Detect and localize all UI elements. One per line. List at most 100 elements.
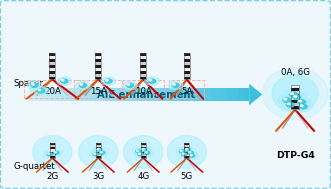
FancyArrow shape [73,88,79,101]
Ellipse shape [149,79,156,83]
Bar [50,156,55,158]
Ellipse shape [145,152,147,153]
FancyArrow shape [178,88,184,101]
Ellipse shape [31,83,38,87]
Bar [49,68,55,71]
Text: 20A: 20A [44,87,61,96]
Bar [184,143,189,158]
Bar [50,145,55,147]
Bar [122,80,164,98]
Bar [140,59,146,62]
FancyArrow shape [46,88,52,101]
Text: AIE enhancement: AIE enhancement [97,90,195,99]
Bar [141,145,146,147]
Ellipse shape [291,93,293,94]
Bar [49,53,55,79]
Ellipse shape [126,83,133,87]
Bar [140,53,146,79]
Ellipse shape [295,102,312,112]
Bar [95,56,101,59]
Ellipse shape [31,84,34,85]
Ellipse shape [290,92,297,97]
Bar [74,80,122,98]
Bar [140,62,146,65]
Bar [49,77,55,79]
Bar [141,143,146,158]
Bar [292,88,299,91]
Ellipse shape [189,152,191,153]
Ellipse shape [182,153,184,154]
Text: 4G: 4G [137,172,149,181]
Bar [140,65,146,68]
FancyArrow shape [216,88,222,101]
Ellipse shape [34,87,48,95]
Bar [184,147,189,149]
Ellipse shape [47,153,52,156]
Bar [96,143,101,158]
FancyArrow shape [101,88,107,101]
FancyArrow shape [249,84,262,105]
Ellipse shape [38,89,45,93]
Bar [96,145,101,147]
Ellipse shape [272,75,318,112]
Ellipse shape [96,149,108,156]
Ellipse shape [190,155,192,156]
Text: 3G: 3G [92,172,104,181]
Ellipse shape [61,80,64,81]
Ellipse shape [293,95,301,100]
Ellipse shape [94,153,96,154]
Bar [24,80,80,98]
Ellipse shape [285,89,302,100]
Bar [184,152,189,154]
Ellipse shape [141,148,147,151]
Ellipse shape [138,153,143,156]
Ellipse shape [178,151,190,158]
Ellipse shape [180,150,182,151]
Ellipse shape [101,77,116,85]
FancyArrow shape [189,88,195,101]
Bar [50,147,55,149]
Ellipse shape [54,151,59,154]
Bar [184,154,189,156]
Ellipse shape [182,153,187,156]
Ellipse shape [79,83,86,87]
Text: G-quartet: G-quartet [14,162,56,171]
FancyArrow shape [106,88,112,101]
FancyArrow shape [112,88,118,101]
FancyArrow shape [227,88,233,101]
Ellipse shape [100,151,105,154]
Ellipse shape [96,148,102,151]
Ellipse shape [127,84,129,85]
Bar [184,53,190,79]
Bar [49,71,55,74]
Ellipse shape [185,148,190,151]
Bar [141,152,146,154]
Text: 2G: 2G [46,172,59,181]
Bar [292,85,299,109]
FancyArrow shape [68,88,73,101]
Ellipse shape [176,148,188,155]
FancyArrow shape [244,88,250,101]
Ellipse shape [76,81,90,90]
Ellipse shape [122,81,137,90]
Ellipse shape [44,151,56,158]
Bar [95,68,101,71]
Ellipse shape [137,150,138,151]
Bar [184,59,190,62]
Bar [292,103,299,106]
FancyArrow shape [139,88,145,101]
FancyArrow shape [79,88,85,101]
Ellipse shape [38,89,41,91]
Bar [184,156,189,158]
Ellipse shape [106,80,108,81]
Text: Spacer: Spacer [13,79,43,88]
Bar [184,62,190,65]
Ellipse shape [80,84,83,85]
Bar [141,147,146,149]
Ellipse shape [97,149,99,150]
Bar [184,53,190,56]
FancyArrow shape [167,88,172,101]
Bar [141,149,146,152]
Bar [140,77,146,79]
Ellipse shape [93,153,98,156]
